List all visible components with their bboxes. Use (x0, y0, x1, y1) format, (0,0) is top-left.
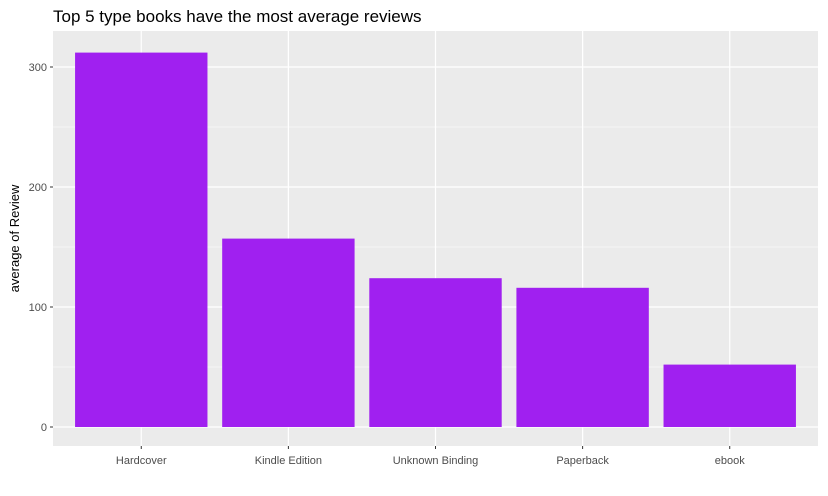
x-axis: Hardcover Kindle Edition Unknown Binding Pa… (116, 446, 745, 467)
x-tick-label: Hardcover (116, 455, 167, 467)
bar-unknown-binding (369, 278, 502, 427)
bar-kindle-edition (222, 238, 355, 427)
y-tick-label: 300 (29, 62, 47, 74)
x-tick-label: Unknown Binding (393, 455, 479, 467)
chart-title: Top 5 type books have the most average r… (53, 7, 422, 26)
x-tick-label: Paperback (556, 455, 609, 467)
bar-paperback (516, 287, 649, 427)
bar-hardcover (75, 52, 208, 427)
y-tick-label: 0 (41, 422, 47, 434)
bar-ebook (663, 364, 796, 427)
y-axis-title: average of Review (7, 184, 22, 292)
bars-layer (75, 52, 796, 427)
y-tick-label: 100 (29, 302, 47, 314)
x-tick-label: ebook (715, 455, 745, 467)
y-axis: 0 100 200 300 (29, 62, 53, 434)
y-tick-label: 200 (29, 182, 47, 194)
x-tick-label: Kindle Edition (255, 455, 322, 467)
